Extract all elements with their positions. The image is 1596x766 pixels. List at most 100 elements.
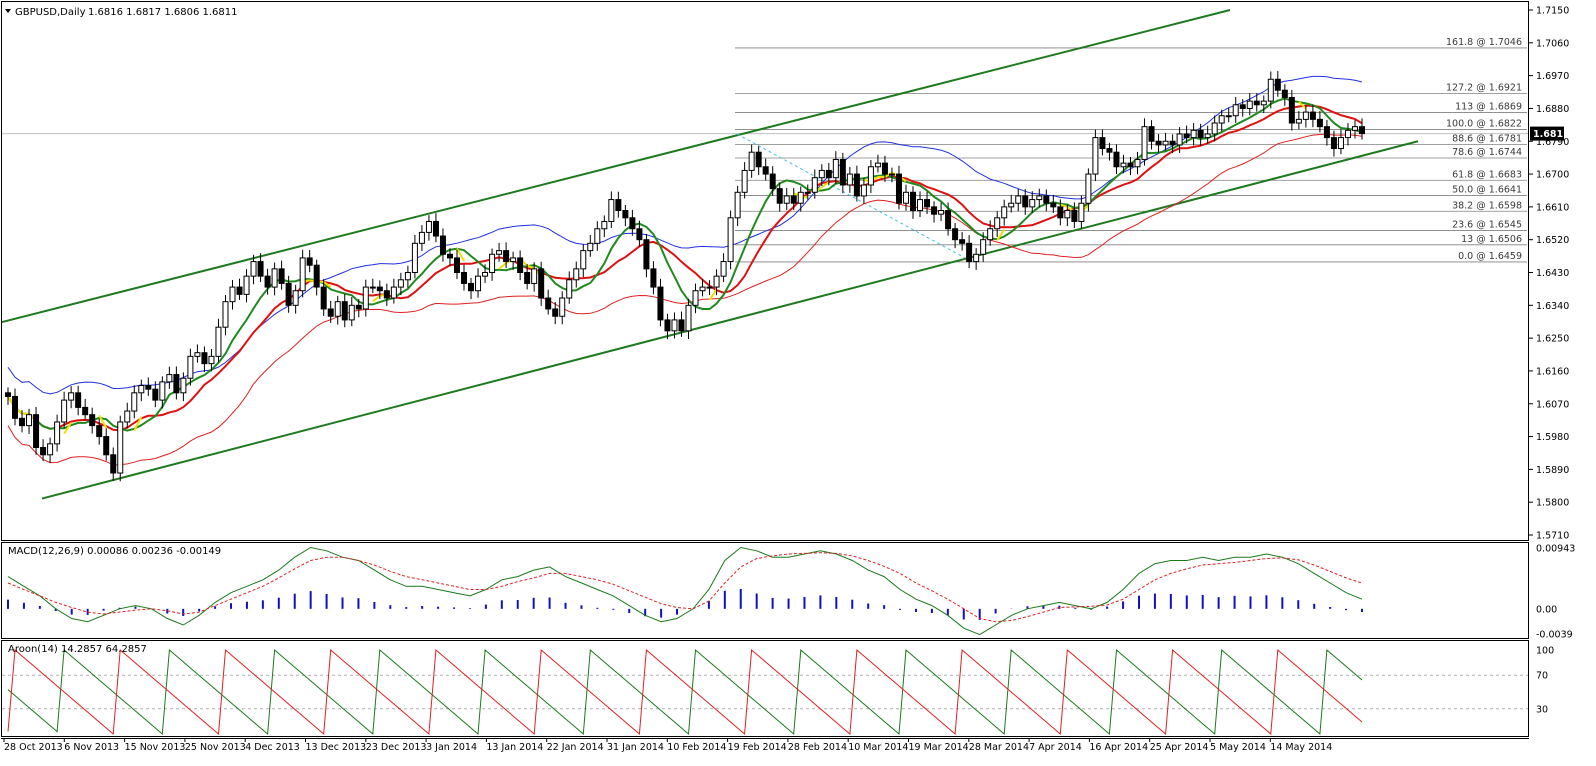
price-axis-label: 1.6160 [1536, 366, 1569, 377]
bear-candle [629, 217, 636, 230]
symbol-title: GBPUSD,Daily [15, 7, 86, 18]
time-axis-label: 19 Feb 2014 [728, 742, 787, 753]
bull-candle [397, 279, 404, 288]
fib-level-label: 38.2 @ 1.6598 [1452, 200, 1522, 211]
fib-level-label: 100.0 @ 1.6822 [1446, 119, 1522, 130]
bull-candle [1295, 118, 1302, 124]
bull-candle [1302, 111, 1309, 120]
bear-candle [341, 301, 348, 321]
price-axis-label: 1.6880 [1536, 104, 1569, 115]
fib-level-label: 127.2 @ 1.6921 [1446, 82, 1522, 93]
bull-candle [47, 443, 54, 456]
bull-candle [187, 355, 194, 379]
bull-candle [917, 199, 924, 212]
bear-candle [755, 151, 762, 168]
bull-candle [727, 217, 734, 263]
bull-candle [1001, 206, 1008, 219]
bear-candle [1359, 126, 1365, 135]
bull-candle [159, 381, 166, 401]
time-axis-label: 5 May 2014 [1210, 742, 1266, 753]
bear-candle [1330, 137, 1337, 150]
bear-candle [552, 308, 559, 317]
price-axis-label: 1.6610 [1536, 202, 1569, 213]
bull-candle [1246, 100, 1253, 109]
time-axis-label: 19 Mar 2014 [909, 742, 969, 753]
bull-candle [587, 242, 594, 252]
bear-candle [355, 304, 362, 310]
bull-candle [510, 257, 517, 263]
bear-candle [678, 319, 685, 332]
bear-candle [503, 250, 510, 263]
bear-candle [776, 188, 783, 204]
bull-candle [208, 355, 215, 365]
chart-menu-arrow-icon[interactable] [5, 9, 11, 13]
bear-candle [82, 406, 89, 416]
bear-candle [1099, 137, 1106, 150]
bear-candle [110, 454, 117, 474]
time-axis-label: 10 Feb 2014 [667, 742, 726, 753]
time-axis-label: 22 Jan 2014 [547, 742, 604, 753]
bear-candle [96, 425, 103, 438]
price-axis-label: 1.5710 [1536, 531, 1569, 542]
bear-candle [636, 228, 643, 241]
fib-level-label: 0.0 @ 1.6459 [1458, 251, 1522, 262]
time-axis-label: 28 Mar 2014 [969, 742, 1029, 753]
bull-candle [1134, 158, 1141, 168]
price-axis: 1.7150 1.7060 1.6970 1.6880 1.6790 1.6700 1.66… [1529, 6, 1570, 542]
yellow-moving-average-segment [456, 247, 465, 262]
bear-candle [1323, 126, 1330, 139]
macd-axis-label: 0.00 [1536, 604, 1557, 615]
bear-candle [1281, 89, 1288, 99]
bull-candle [713, 275, 720, 288]
bear-candle [453, 257, 460, 273]
bear-candle [40, 447, 47, 456]
bull-candle [566, 279, 573, 299]
red-moving-average [7, 104, 1363, 432]
bear-candle [285, 282, 292, 306]
time-axis-label: 15 Nov 2013 [125, 742, 186, 753]
bull-candle [26, 414, 33, 427]
bull-candle [1141, 126, 1148, 160]
bull-candle [1232, 104, 1239, 117]
time-axis-label: 28 Feb 2014 [788, 742, 847, 753]
bear-candle [1050, 202, 1057, 208]
time-axis-label: 13 Jan 2014 [486, 742, 543, 753]
bull-candle [699, 286, 706, 292]
time-axis-label: 6 Nov 2013 [64, 742, 119, 753]
bear-candle [1057, 206, 1064, 219]
bear-candle [5, 392, 11, 397]
bear-candle [881, 162, 888, 175]
yellow-moving-average-segment [708, 288, 718, 301]
bull-candle [475, 275, 482, 292]
bull-candle [832, 158, 839, 179]
bear-candle [615, 199, 622, 212]
yellow-moving-average-segment [498, 262, 507, 270]
time-axis-label: 13 Dec 2013 [306, 742, 367, 753]
aroon-label: Aroon(14) 14.2857 64.2857 [8, 644, 147, 655]
bear-candle [769, 173, 776, 190]
bull-candle [748, 151, 755, 171]
bear-candle [895, 173, 902, 204]
macd-indicator: 0.00943 0.00 -0.0039 [7, 544, 1575, 641]
time-axis-label: 25 Apr 2014 [1150, 742, 1209, 753]
bear-candle [945, 210, 952, 230]
bear-candle [1043, 195, 1050, 204]
candlesticks [5, 71, 1365, 482]
bear-candle [959, 239, 966, 244]
aroon-indicator: 100 70 30 [2, 646, 1554, 736]
bull-candle [215, 326, 222, 357]
bull-candle [194, 352, 201, 357]
bull-candle [608, 199, 615, 222]
aroon-axis-label: 30 [1536, 704, 1548, 715]
bull-candle [846, 173, 853, 186]
bull-candle [1085, 173, 1092, 204]
fib-level-label: 161.8 @ 1.7046 [1446, 37, 1522, 48]
time-axis-label: 23 Dec 2013 [366, 742, 427, 753]
time-axis-label: 4 Dec 2013 [245, 742, 300, 753]
fibonacci-levels: 161.8 @ 1.7046 127.2 @ 1.6921 113 @ 1.6869… [2, 37, 1528, 263]
price-axis-label: 1.6250 [1536, 334, 1569, 345]
bull-candle [797, 191, 804, 204]
bull-candle [1162, 140, 1169, 146]
bear-candle [89, 414, 96, 427]
